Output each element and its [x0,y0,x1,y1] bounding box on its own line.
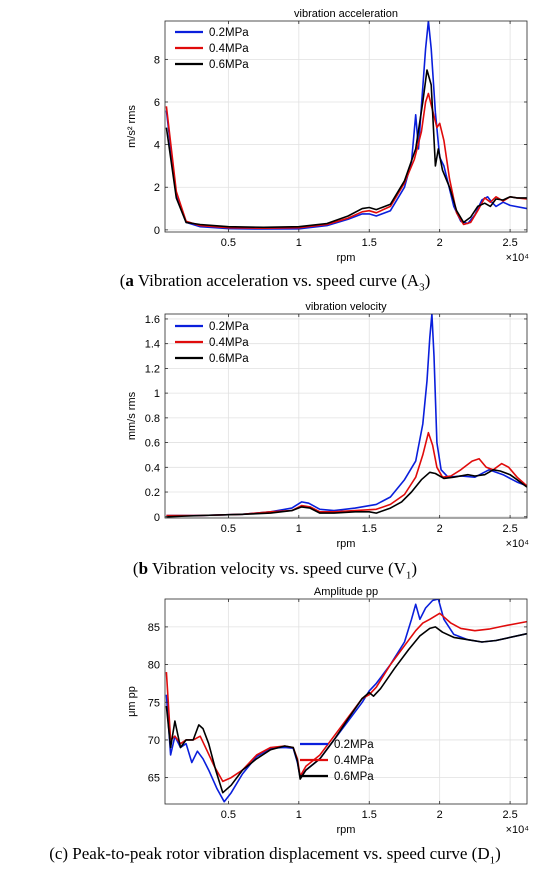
legend: 0.2MPa 0.4MPa 0.6MPa [175,27,249,71]
x-tick-label: 2.5 [502,523,517,535]
y-tick-label: 0.8 [145,413,160,425]
legend: 0.2MPa 0.4MPa 0.6MPa [300,739,374,783]
legend-label-0.6MPa: 0.6MPa [209,59,249,71]
legend-label-0.4MPa: 0.4MPa [334,755,374,767]
legend-label-0.2MPa: 0.2MPa [209,27,249,39]
y-tick-label: 0 [154,225,160,237]
legend: 0.2MPa 0.4MPa 0.6MPa [175,321,249,365]
series-line-0.6MPa [165,69,527,229]
y-axis-label: μm pp [126,686,138,717]
chart-panel-acceleration: 0.5 1 1.5 2 2.5 0 2 4 6 8 vibration acceleration rp… [0,0,550,300]
legend-label-0.4MPa: 0.4MPa [209,337,249,349]
x-tick-label: 2.5 [502,237,517,249]
x-tick-label: 1.5 [362,237,377,249]
y-tick-label: 6 [154,97,160,109]
x-axis-label: rpm [337,252,356,264]
axes-frame [164,598,528,805]
caption-a: (a Vibration acceleration vs. speed curv… [119,271,431,294]
y-tick-label: 1 [154,388,160,400]
acceleration-chart: 0.5 1 1.5 2 2.5 0 2 4 6 8 vibration acceleration rp… [126,8,530,264]
y-tick-label: 1.2 [145,363,160,375]
x-axis-label: rpm [337,538,356,550]
y-tick-label: 0.6 [145,438,160,450]
y-tick-label: 0.4 [145,462,160,474]
series-line-0.2MPa [165,21,527,230]
legend-label-0.4MPa: 0.4MPa [209,43,249,55]
velocity-chart: 0.5 1 1.5 2 2.5 0 0.2 0.4 0.6 0.8 1 1.2 1.4 1.6 vibrat… [126,301,530,550]
series-line-0.4MPa [166,431,527,517]
x-tick-label: 1 [296,523,302,535]
y-tick-label: 80 [148,660,160,672]
x-tick-label: 0.5 [221,523,236,535]
y-axis-label: m/s² rms [126,105,138,148]
x-exponent-label: ×10⁴ [506,538,530,550]
y-tick-label: 75 [148,697,160,709]
x-tick-label: 2 [437,237,443,249]
x-exponent-label: ×10⁴ [506,824,530,836]
x-tick-label: 1.5 [362,523,377,535]
x-exponent-label: ×10⁴ [506,252,530,264]
y-tick-label: 0.2 [145,487,160,499]
chart-title: Amplitude pp [314,586,378,598]
grid-lines [165,599,527,804]
chart-title: vibration acceleration [294,8,398,20]
y-axis-label: mm/s rms [126,391,138,440]
plot-area [165,21,527,232]
x-tick-label: 1 [296,237,302,249]
y-tick-label: 8 [154,54,160,66]
chart-panel-displacement: 0.5 1 1.5 2 2.5 65 70 75 80 85 Amplitude pp rpm ×10⁴… [0,580,550,881]
x-tick-label: 2.5 [502,809,517,821]
axes-frame [164,20,528,233]
x-tick-label: 2 [437,809,443,821]
series-line-0.4MPa [165,612,527,783]
y-tick-label: 85 [148,622,160,634]
x-tick-label: 1 [296,809,302,821]
x-tick-label: 1.5 [362,809,377,821]
series-line-0.6MPa [166,469,527,518]
y-tick-label: 0 [154,512,160,524]
axes-frame [164,313,528,519]
x-tick-label: 0.5 [221,809,236,821]
y-tick-label: 65 [148,773,160,785]
y-tick-label: 4 [154,140,160,152]
plot-area [165,599,527,804]
y-tick-label: 1.6 [145,314,160,326]
caption-c: (c) Peak-to-peak rotor vibration displac… [49,844,501,867]
legend-label-0.6MPa: 0.6MPa [334,771,374,783]
displacement-chart: 0.5 1 1.5 2 2.5 65 70 75 80 85 Amplitude pp rpm ×10⁴… [126,586,530,836]
plot-area [165,314,527,518]
x-tick-label: 2 [437,523,443,535]
y-tick-label: 70 [148,735,160,747]
x-axis-label: rpm [337,824,356,836]
caption-b: (b Vibration velocity vs. speed curve (V… [132,559,418,582]
chart-title: vibration velocity [305,301,387,313]
grid-lines [165,314,527,518]
series-line-0.6MPa [165,626,527,794]
x-tick-label: 0.5 [221,237,236,249]
series-line-0.2MPa [166,314,527,517]
legend-label-0.2MPa: 0.2MPa [209,321,249,333]
legend-label-0.2MPa: 0.2MPa [334,739,374,751]
chart-panel-velocity: 0.5 1 1.5 2 2.5 0 0.2 0.4 0.6 0.8 1 1.2 1.4 1.6 vibrat… [0,296,550,592]
series-line-0.4MPa [165,92,527,229]
y-tick-label: 2 [154,182,160,194]
legend-label-0.6MPa: 0.6MPa [209,353,249,365]
y-tick-label: 1.4 [145,339,160,351]
grid-lines [165,21,527,232]
